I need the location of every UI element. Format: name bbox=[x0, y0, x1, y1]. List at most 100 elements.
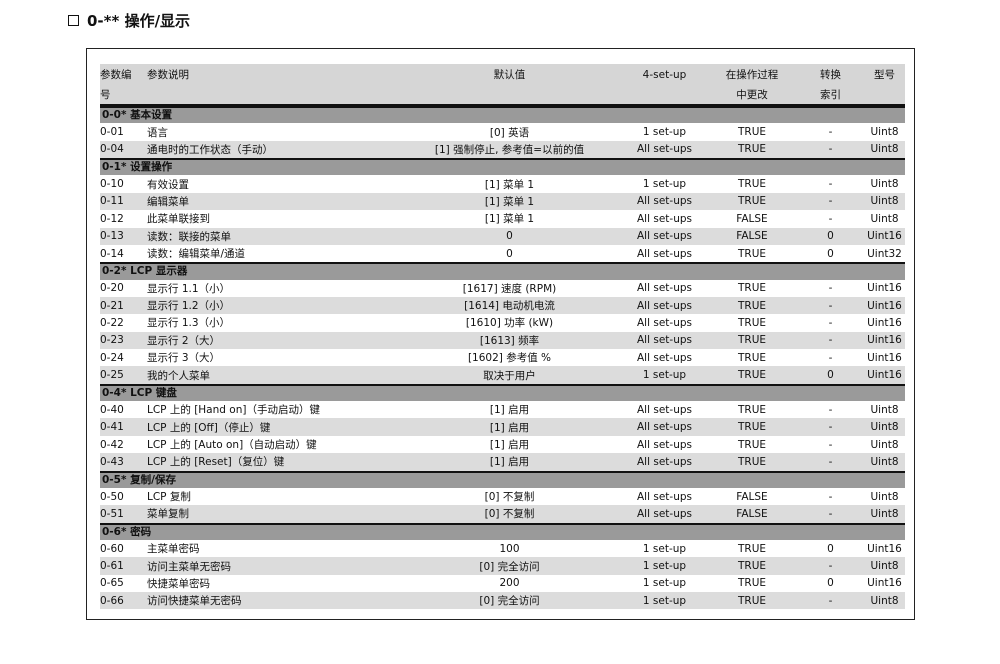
param-desc: 访问主菜单无密码 bbox=[147, 560, 231, 573]
param-id: 0-42 bbox=[100, 438, 124, 451]
param-id: 0-10 bbox=[100, 178, 124, 191]
table-row: 0-23 显示行 2（大） [1613] 频率 All set-ups TRUE - Uin… bbox=[100, 331, 905, 350]
param-desc: 菜单复制 bbox=[147, 508, 189, 521]
param-desc: LCP 上的 [Auto on]（自动启动）键 bbox=[147, 439, 317, 451]
table-row: 0-42 LCP 上的 [Auto on]（自动启动）键 [1] 启用 All set… bbox=[100, 436, 905, 453]
default-value: [1613] 频率 bbox=[479, 334, 540, 347]
setup: 1 set-up bbox=[642, 594, 687, 607]
default-value: [1] 菜单 1 bbox=[484, 178, 535, 191]
table-row: 0-25 我的个人菜单 取决于用户 1 set-up TRUE 0 Uint16 bbox=[100, 366, 905, 384]
default-value: 100 bbox=[499, 542, 520, 555]
table-row: 0-04 通电时的工作状态（手动） [1] 强制停止, 参考值=以前的值 All se… bbox=[100, 140, 905, 159]
default-value: [1] 菜单 1 bbox=[484, 213, 535, 226]
change-during-op: TRUE bbox=[737, 542, 767, 555]
group-header: 0-2* LCP 显示器 bbox=[100, 262, 905, 280]
setup: All set-ups bbox=[637, 195, 692, 208]
group-header: 0-1* 设置操作 bbox=[100, 158, 905, 176]
param-id: 0-21 bbox=[100, 299, 124, 312]
change-during-op: TRUE bbox=[737, 421, 767, 434]
change-during-op: FALSE bbox=[736, 212, 768, 225]
data-type: Uint16 bbox=[867, 316, 902, 329]
header-conv: 转换 bbox=[820, 69, 841, 81]
default-value: [0] 英语 bbox=[489, 126, 530, 139]
table-frame bbox=[86, 48, 915, 620]
conversion-index: - bbox=[828, 178, 833, 191]
param-id: 0-50 bbox=[100, 490, 124, 503]
section-title: 0-** 操作/显示 bbox=[87, 12, 191, 30]
change-during-op: TRUE bbox=[737, 334, 767, 347]
table-row: 0-21 显示行 1.2（小） [1614] 电动机电流 All set-ups TRU… bbox=[100, 296, 905, 315]
change-during-op: TRUE bbox=[737, 577, 767, 590]
setup: 1 set-up bbox=[642, 542, 687, 555]
conversion-index: - bbox=[828, 507, 833, 520]
param-desc: 显示行 1.1（小） bbox=[147, 282, 231, 295]
change-during-op: TRUE bbox=[737, 282, 767, 295]
data-type: Uint16 bbox=[867, 369, 902, 382]
param-id: 0-13 bbox=[100, 230, 124, 243]
param-desc: 显示行 2（大） bbox=[147, 334, 221, 347]
conversion-index: - bbox=[828, 403, 833, 416]
change-during-op: TRUE bbox=[737, 369, 767, 382]
conversion-index: 0 bbox=[827, 369, 834, 382]
param-desc: 我的个人菜单 bbox=[147, 369, 210, 382]
table-row: 0-41 LCP 上的 [Off]（停止）键 [1] 启用 All set-ups TR… bbox=[100, 418, 905, 436]
conversion-index: - bbox=[828, 282, 833, 295]
data-type: Uint16 bbox=[867, 577, 902, 590]
setup: 1 set-up bbox=[642, 369, 687, 382]
header-id-2: 号 bbox=[100, 89, 111, 101]
data-type: Uint32 bbox=[867, 247, 902, 260]
param-id: 0-60 bbox=[100, 542, 124, 555]
data-type: Uint8 bbox=[870, 403, 899, 416]
param-id: 0-01 bbox=[100, 126, 124, 139]
change-during-op: TRUE bbox=[737, 126, 767, 139]
conversion-index: - bbox=[828, 299, 833, 312]
change-during-op: TRUE bbox=[737, 560, 767, 573]
group-header: 0-5* 复制/保存 bbox=[100, 470, 905, 488]
default-value: 取决于用户 bbox=[483, 369, 536, 382]
setup: 1 set-up bbox=[642, 577, 687, 590]
setup: All set-ups bbox=[637, 490, 692, 503]
change-during-op: TRUE bbox=[737, 247, 767, 260]
change-during-op: TRUE bbox=[737, 403, 767, 416]
header-default: 默认值 bbox=[493, 69, 526, 81]
header-setup: 4-set-up bbox=[642, 68, 687, 81]
param-desc: LCP 上的 [Hand on]（手动启动）键 bbox=[147, 404, 320, 417]
group-header: 0-0* 基本设置 bbox=[100, 106, 905, 124]
param-desc: 此菜单联接到 bbox=[147, 213, 210, 226]
setup: All set-ups bbox=[637, 143, 692, 156]
data-type: Uint8 bbox=[870, 490, 899, 503]
table-row: 0-60 主菜单密码 100 1 set-up TRUE 0 Uint16 bbox=[100, 540, 905, 557]
param-desc: 编辑菜单 bbox=[147, 195, 189, 208]
checkbox-square-icon bbox=[68, 15, 79, 26]
data-type: Uint16 bbox=[867, 282, 902, 295]
default-value: [1617] 速度 (RPM) bbox=[462, 282, 557, 295]
param-id: 0-24 bbox=[100, 351, 124, 364]
setup: All set-ups bbox=[637, 212, 692, 225]
data-type: Uint8 bbox=[870, 507, 899, 520]
group-header: 0-4* LCP 键盘 bbox=[100, 383, 905, 402]
default-value: 0 bbox=[506, 247, 513, 260]
param-id: 0-23 bbox=[100, 334, 124, 347]
param-id: 0-25 bbox=[100, 369, 124, 382]
default-value: [1] 启用 bbox=[489, 439, 530, 451]
default-value: 200 bbox=[499, 577, 520, 590]
param-desc: LCP 上的 [Reset]（复位）键 bbox=[147, 456, 285, 469]
data-type: Uint8 bbox=[870, 438, 899, 451]
table-row: 0-43 LCP 上的 [Reset]（复位）键 [1] 启用 All set-ups… bbox=[100, 453, 905, 471]
header-id: 参数编 bbox=[100, 69, 132, 81]
table-row: 0-22 显示行 1.3（小） [1610] 功率 (kW) All set-ups T… bbox=[100, 314, 905, 331]
default-value: [0] 不复制 bbox=[484, 508, 535, 521]
conversion-index: 0 bbox=[827, 577, 834, 590]
default-value: [1602] 参考值 % bbox=[467, 352, 552, 365]
table-row: 0-01 语言 [0] 英语 1 set-up TRUE - Uint8 bbox=[100, 123, 905, 140]
data-type: Uint16 bbox=[867, 334, 902, 347]
change-during-op: TRUE bbox=[737, 351, 767, 364]
change-during-op: TRUE bbox=[737, 299, 767, 312]
param-desc: 显示行 1.3（小） bbox=[147, 317, 231, 330]
change-during-op: TRUE bbox=[737, 455, 767, 468]
page-title: 0-** 操作/显示 bbox=[68, 10, 190, 31]
data-type: Uint8 bbox=[870, 421, 899, 434]
conversion-index: - bbox=[828, 212, 833, 225]
conversion-index: - bbox=[828, 421, 833, 434]
table-row: 0-20 显示行 1.1（小） [1617] 速度 (RPM) All set-ups… bbox=[100, 280, 905, 297]
